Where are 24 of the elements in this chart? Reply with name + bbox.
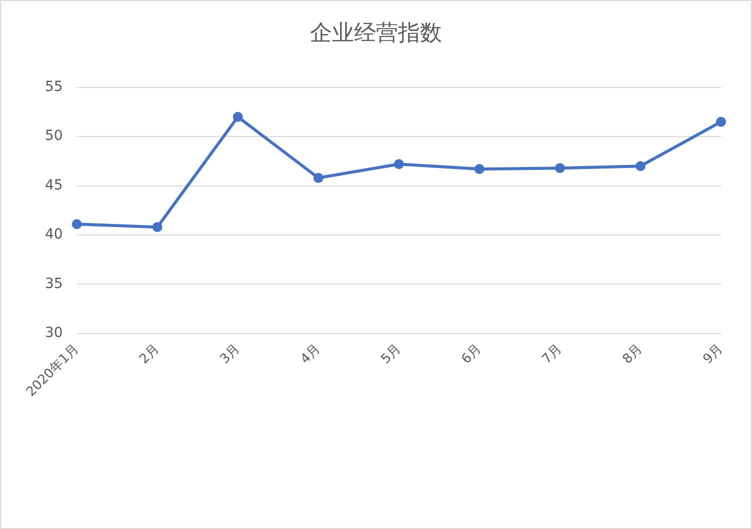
x-tick-label: 6月 — [458, 341, 485, 368]
x-tick-label: 3月 — [217, 341, 244, 368]
y-tick-label: 55 — [44, 79, 63, 96]
y-tick-label: 30 — [44, 324, 63, 341]
point — [635, 161, 646, 172]
x-tick-label: 4月 — [298, 341, 324, 368]
x-tick-label: 9月 — [700, 341, 726, 368]
y-tick-label: 40 — [44, 226, 63, 243]
point — [716, 116, 726, 127]
y-tick-label: 50 — [44, 128, 63, 144]
x-tick-label: 8月 — [620, 341, 646, 368]
x-tick-label: 2月 — [136, 341, 163, 368]
y-tick-label: 45 — [44, 177, 63, 194]
x-tick-label: 7月 — [540, 341, 566, 368]
point — [232, 112, 243, 122]
point — [394, 159, 404, 170]
point — [554, 163, 565, 174]
point — [152, 222, 162, 232]
x-tick-label: 5月 — [378, 341, 404, 368]
y-tick-label: 35 — [44, 276, 63, 292]
point — [474, 164, 484, 174]
chart-title: 企业经营指数 — [310, 20, 442, 46]
point — [313, 172, 324, 183]
point — [72, 219, 82, 230]
